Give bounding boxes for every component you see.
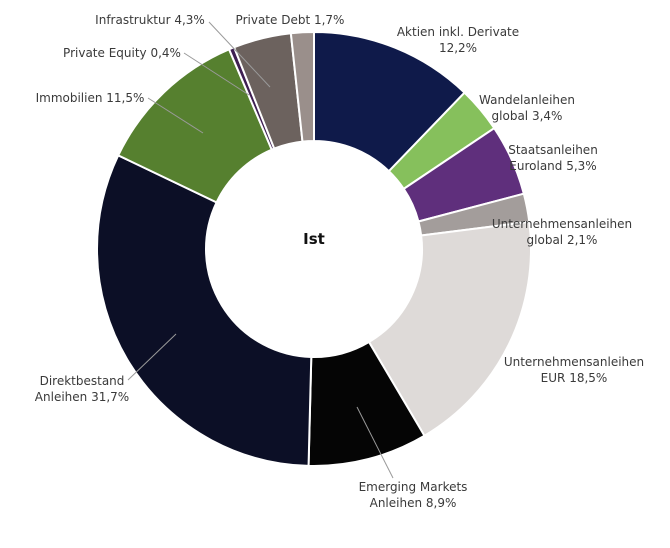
slice-label-line: Emerging Markets <box>359 480 468 494</box>
slice-label-line: Private Debt 1,7% <box>236 13 345 27</box>
slice-label: Private Equity 0,4% <box>63 46 181 60</box>
donut-slice <box>96 154 313 467</box>
slice-label-line: Infrastruktur 4,3% <box>95 13 205 27</box>
slice-labels: Aktien inkl. Derivate 12,2% Wandelanleihen… <box>35 13 644 510</box>
slice-label: Direktbestand Anleihen 31,7% <box>35 374 129 404</box>
leader-line <box>356 406 394 479</box>
slice-label-line: Unternehmensanleihen <box>504 355 644 369</box>
slice-label: Emerging Markets Anleihen 8,9% <box>359 480 468 510</box>
leader-lines <box>127 21 394 479</box>
center-label: Ist <box>303 230 325 248</box>
leader-line <box>147 97 204 134</box>
slice-label-line: Anleihen 31,7% <box>35 390 129 404</box>
slice-label-line: Anleihen 8,9% <box>370 496 457 510</box>
donut-slices <box>96 30 532 467</box>
slice-label: Infrastruktur 4,3% <box>95 13 205 27</box>
slice-label-line: Euroland 5,3% <box>509 159 596 173</box>
slice-label: Staatsanleihen Euroland 5,3% <box>508 143 598 173</box>
slice-label-line: 12,2% <box>439 41 477 55</box>
slice-label-line: Wandelanleihen <box>479 93 575 107</box>
donut-slice <box>289 30 315 143</box>
slice-label-line: Direktbestand <box>40 374 125 388</box>
slice-label-line: Private Equity 0,4% <box>63 46 181 60</box>
slice-label: Unternehmensanleihen global 2,1% <box>492 217 632 247</box>
slice-label-line: global 2,1% <box>527 233 598 247</box>
slice-label: Wandelanleihen global 3,4% <box>479 93 575 123</box>
leader-line <box>183 52 250 96</box>
slice-label: Private Debt 1,7% <box>236 13 345 27</box>
slice-label: Immobilien 11,5% <box>36 91 145 105</box>
donut-slice <box>367 220 532 438</box>
leader-line <box>208 21 271 88</box>
slice-label-line: EUR 18,5% <box>541 371 608 385</box>
slice-label-line: Staatsanleihen <box>508 143 598 157</box>
slice-label: Unternehmensanleihen EUR 18,5% <box>504 355 644 385</box>
slice-label-line: Aktien inkl. Derivate <box>397 25 519 39</box>
slice-label: Aktien inkl. Derivate 12,2% <box>397 25 519 55</box>
slice-label-line: global 3,4% <box>492 109 563 123</box>
leader-line <box>127 333 177 381</box>
slice-label-line: Unternehmensanleihen <box>492 217 632 231</box>
slice-label-line: Immobilien 11,5% <box>36 91 145 105</box>
